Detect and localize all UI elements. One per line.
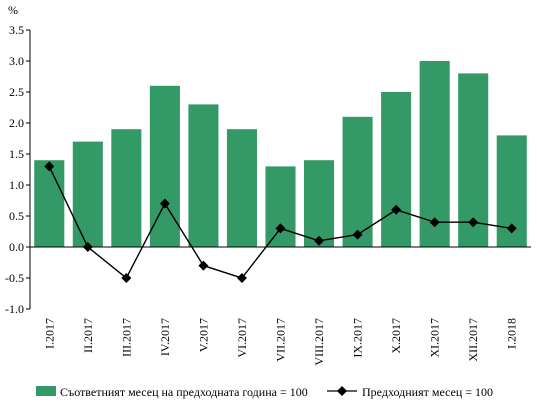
x-category-label: I.2017	[42, 318, 56, 349]
legend-bar-label: Съответният месец на предходната година …	[60, 385, 308, 399]
x-category-label: XII.2017	[466, 318, 480, 362]
x-axis-labels: I.2017 II.2017 III.2017 IV.2017 V.2017 VI.201…	[42, 318, 518, 366]
line-point	[429, 217, 440, 228]
x-category-label: I.2018	[505, 318, 519, 349]
x-category-label: VIII.2017	[312, 318, 326, 366]
y-tick-label: 1.5	[9, 147, 24, 161]
bar	[226, 129, 257, 247]
line-point	[506, 223, 517, 234]
y-tick-label: -0.5	[5, 271, 24, 285]
legend-line-label: Предходният месец = 100	[362, 385, 493, 399]
y-tick-label: 1.0	[9, 178, 24, 192]
bar	[381, 92, 412, 247]
x-category-label: VI.2017	[235, 318, 249, 358]
x-category-label: IX.2017	[351, 318, 365, 358]
x-category-label: IV.2017	[158, 318, 172, 356]
legend-bar-swatch	[36, 386, 56, 396]
y-tick-label: 3.0	[9, 54, 24, 68]
line-series	[44, 161, 517, 283]
y-tick-label: 3.5	[9, 23, 24, 37]
y-unit-label: %	[8, 3, 18, 17]
line-point	[391, 204, 402, 215]
x-category-label: V.2017	[196, 318, 210, 352]
y-tick-label: 0.0	[9, 240, 24, 254]
bar	[342, 116, 373, 247]
x-category-label: VII.2017	[274, 318, 288, 362]
y-tick-label: -1.0	[5, 302, 24, 316]
y-tick-label: 2.0	[9, 116, 24, 130]
x-category-label: III.2017	[119, 318, 133, 357]
y-axis: 3.5 3.0 2.5 2.0 1.5 1.0 0.5 0.0 -0.5 -1.0	[5, 23, 30, 316]
line-point	[82, 242, 93, 252]
bar	[34, 160, 65, 247]
bar	[72, 141, 103, 247]
bar	[111, 129, 142, 247]
x-category-label: XI.2017	[428, 318, 442, 358]
axes	[29, 30, 531, 309]
line-point	[159, 198, 170, 209]
line-point	[468, 217, 479, 228]
bar	[188, 104, 219, 248]
y-tick-label: 0.5	[9, 209, 24, 223]
legend-line-marker	[337, 386, 347, 396]
x-category-label: X.2017	[389, 318, 403, 354]
y-tick-label: 2.5	[9, 85, 24, 99]
bar	[265, 166, 296, 247]
legend: Съответният месец на предходната година …	[36, 385, 493, 399]
x-category-label: II.2017	[81, 318, 95, 353]
bar	[419, 61, 450, 247]
line-point	[314, 235, 325, 246]
line-point	[352, 229, 363, 240]
line-point	[275, 223, 286, 234]
line-point	[198, 260, 209, 271]
line-point	[44, 161, 55, 172]
line-point	[121, 273, 132, 283]
bar	[304, 160, 335, 247]
line-point	[236, 273, 247, 283]
bar-series	[34, 61, 527, 248]
